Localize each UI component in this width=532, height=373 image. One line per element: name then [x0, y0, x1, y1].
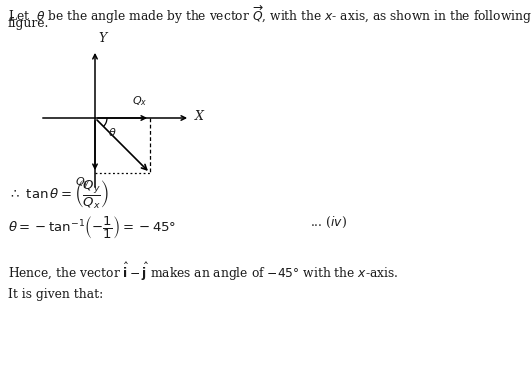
Text: X: X — [195, 110, 204, 123]
Text: Y: Y — [98, 32, 106, 45]
Text: $Q_x$: $Q_x$ — [132, 94, 148, 108]
Text: $\theta = -\tan^{-1}\!\left(-\dfrac{1}{1}\right) = -45°$: $\theta = -\tan^{-1}\!\left(-\dfrac{1}{1… — [8, 214, 176, 241]
Text: It is given that:: It is given that: — [8, 288, 103, 301]
Text: figure.: figure. — [8, 17, 49, 30]
Text: $\theta$: $\theta$ — [108, 126, 117, 138]
Text: Let  $\theta$ be the angle made by the vector $\overrightarrow{Q}$, with the $x$: Let $\theta$ be the angle made by the ve… — [8, 3, 532, 26]
Text: Hence, the vector $\hat{\mathbf{i}} - \hat{\mathbf{j}}$ makes an angle of $-45°$: Hence, the vector $\hat{\mathbf{i}} - \h… — [8, 261, 398, 283]
Text: $\therefore\ \tan\theta = \left(\dfrac{Q_y}{Q_x}\right)$: $\therefore\ \tan\theta = \left(\dfrac{Q… — [8, 179, 109, 211]
Text: ... ($iv$): ... ($iv$) — [310, 215, 347, 230]
Text: $Q_y$: $Q_y$ — [74, 176, 90, 192]
